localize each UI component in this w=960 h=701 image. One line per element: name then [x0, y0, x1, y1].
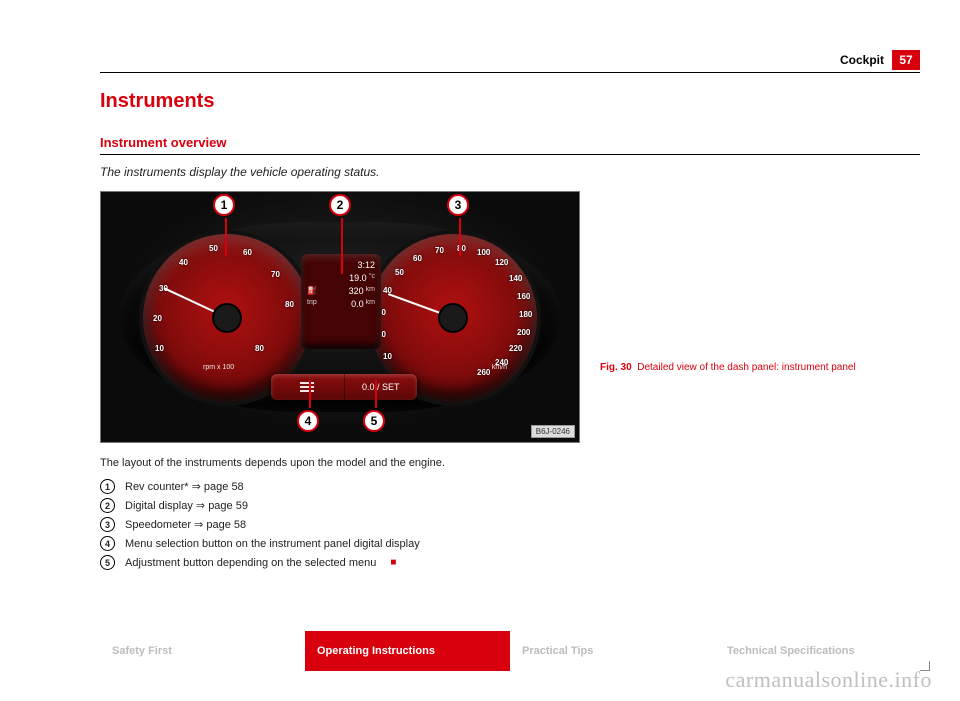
- tach-cap: [214, 305, 240, 331]
- set-button[interactable]: 0.0 / SET: [345, 374, 418, 400]
- speedo-tick: 50: [395, 268, 404, 277]
- speedo-tick: 60: [413, 254, 422, 263]
- page-header: Cockpit 57: [840, 50, 920, 70]
- menu-icon: [300, 382, 314, 392]
- speedo-tick: 200: [517, 328, 530, 337]
- key-text: Speedometer ⇒ page 58: [125, 518, 246, 531]
- key-item-2: 2 Digital display ⇒ page 59: [100, 498, 920, 513]
- key-item-3: 3 Speedometer ⇒ page 58: [100, 517, 920, 532]
- figure-caption-text: Detailed view of the dash panel: instrum…: [637, 362, 855, 373]
- key-marker: 1: [100, 479, 115, 494]
- key-item-1: 1 Rev counter* ⇒ page 58: [100, 479, 920, 494]
- speedo-tick: 10: [383, 352, 392, 361]
- instrument-cluster-figure: 10 20 30 40 50 60 70 80 80 rpm x 100 10 …: [100, 191, 580, 443]
- figure-caption: Fig. 30 Detailed view of the dash panel:…: [600, 361, 870, 374]
- tach-tick: 60: [243, 248, 252, 257]
- footer-tab-tips[interactable]: Practical Tips: [510, 631, 715, 671]
- figure-caption-label: Fig. 30: [600, 362, 632, 373]
- speedo-tick: 70: [435, 246, 444, 255]
- speedo-tick: 100: [477, 248, 490, 257]
- key-marker: 5: [100, 555, 115, 570]
- tach-tick: 80: [285, 300, 294, 309]
- footer-tab-specs[interactable]: Technical Specifications: [715, 631, 920, 671]
- callout-2: 2: [329, 194, 351, 216]
- key-list: 1 Rev counter* ⇒ page 58 2 Digital display…: [100, 479, 920, 570]
- speedo-tick: 180: [519, 310, 532, 319]
- callout-4: 4: [297, 410, 319, 432]
- key-marker: 3: [100, 517, 115, 532]
- mfd-odo-row: ⛽ 320 km: [307, 286, 375, 296]
- key-item-4: 4 Menu selection button on the instrument…: [100, 536, 920, 551]
- image-reference: B6J-0246: [531, 425, 575, 438]
- header-rule: [100, 72, 920, 73]
- mfd-odo: 320: [349, 286, 364, 296]
- footer-tab-safety[interactable]: Safety First: [100, 631, 305, 671]
- tach-tick: 40: [179, 258, 188, 267]
- speedo-tick: 120: [495, 258, 508, 267]
- tach-tick: 10: [155, 344, 164, 353]
- footer-tabs: Safety First Operating Instructions Prac…: [100, 631, 920, 671]
- mfd-temp: 19.0: [349, 273, 367, 283]
- mfd-odo-unit: km: [366, 286, 375, 296]
- key-text: Digital display ⇒ page 59: [125, 499, 248, 512]
- mfd-trip-row: trip 0.0 km: [307, 299, 375, 309]
- speedo-tick: 220: [509, 344, 522, 353]
- speedo-tick: 260: [477, 368, 490, 377]
- tach-unit: rpm x 100: [203, 364, 234, 371]
- callout-5: 5: [363, 410, 385, 432]
- mfd-trip: 0.0: [351, 299, 364, 309]
- heading-1: Instruments: [100, 90, 920, 113]
- mfd-trip-unit: km: [366, 299, 375, 309]
- lower-button-bar: 0.0 / SET: [271, 374, 417, 400]
- page-number: 57: [892, 50, 920, 70]
- tach-tick: 50: [209, 244, 218, 253]
- body-intro: The layout of the instruments depends up…: [100, 457, 620, 469]
- mfd-trip-label: trip: [307, 299, 317, 309]
- speedo-tick: 140: [509, 274, 522, 283]
- subheading-rule: [100, 154, 920, 155]
- speedo-tick: 160: [517, 292, 530, 301]
- page: Cockpit 57 Instruments Instrument overvi…: [0, 0, 960, 701]
- tach-center-label: 80: [255, 344, 264, 353]
- key-marker: 4: [100, 536, 115, 551]
- key-item-5: 5 Adjustment button depending on the sele…: [100, 555, 920, 570]
- footer-tab-operating[interactable]: Operating Instructions: [305, 631, 510, 671]
- fuel-icon: ⛽: [307, 286, 317, 295]
- speedo-cap: [440, 305, 466, 331]
- heading-2: Instrument overview: [100, 135, 920, 150]
- mfd-temp-unit: °c: [369, 273, 375, 283]
- figure-row: 10 20 30 40 50 60 70 80 80 rpm x 100 10 …: [100, 191, 920, 443]
- tach-tick: 20: [153, 314, 162, 323]
- section-name: Cockpit: [840, 53, 884, 67]
- menu-button[interactable]: [271, 374, 345, 400]
- lede-text: The instruments display the vehicle oper…: [100, 165, 920, 179]
- speedo-unit: km/h: [492, 364, 507, 371]
- end-mark: ■: [390, 557, 396, 568]
- callout-1: 1: [213, 194, 235, 216]
- key-marker: 2: [100, 498, 115, 513]
- key-text: Menu selection button on the instrument …: [125, 538, 420, 550]
- watermark: carmanualsonline.info: [725, 667, 932, 693]
- mfd-temp-row: 19.0 °c: [307, 273, 375, 283]
- callout-3: 3: [447, 194, 469, 216]
- key-text: Rev counter* ⇒ page 58: [125, 480, 244, 493]
- tach-tick: 70: [271, 270, 280, 279]
- key-text: Adjustment button depending on the selec…: [125, 557, 376, 569]
